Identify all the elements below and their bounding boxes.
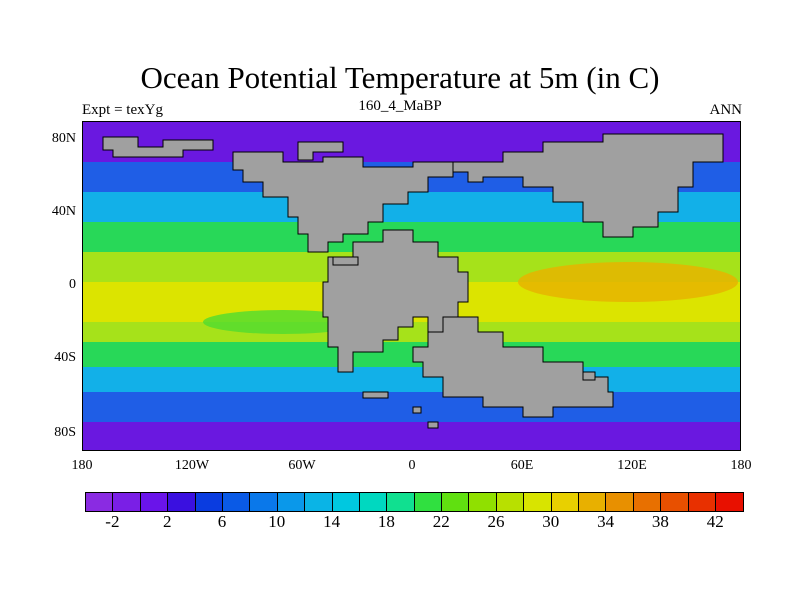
colorbar-swatch	[277, 493, 306, 511]
colorbar-swatch	[524, 493, 552, 511]
colorbar-swatch	[579, 493, 607, 511]
colorbar-label: 42	[706, 512, 724, 531]
colorbar-swatch	[332, 493, 360, 511]
lat-label-40s: 40S	[54, 350, 76, 365]
colorbar-swatch	[195, 493, 223, 511]
colorbar-swatch	[86, 493, 114, 511]
lat-label-40n: 40N	[51, 204, 76, 219]
colorbar-swatch	[715, 493, 744, 511]
gondwana-east	[412, 316, 614, 418]
island-2	[412, 406, 422, 414]
colorbar-swatch	[661, 493, 689, 511]
colorbar	[85, 492, 745, 512]
colorbar-swatch	[250, 493, 278, 511]
island-5	[332, 256, 359, 266]
colorbar-swatch	[305, 493, 333, 511]
lon-label-0: 0	[408, 458, 416, 473]
lat-label-0: 0	[69, 277, 76, 292]
arctic-land-1	[102, 136, 214, 158]
lat-label-80s: 80S	[54, 425, 76, 440]
colorbar-label: -2	[105, 512, 120, 531]
band-temperate-south	[83, 342, 740, 367]
lon-label-120w: 120W	[174, 458, 210, 473]
lon-label-180e: 180	[730, 458, 752, 473]
colorbar-swatch	[551, 493, 580, 511]
colorbar-swatch	[469, 493, 497, 511]
season-label: ANN	[709, 102, 743, 118]
lon-label-60e: 60E	[510, 458, 534, 473]
colorbar-swatch	[359, 493, 388, 511]
colorbar-swatch	[688, 493, 716, 511]
colorbar-label: 14	[323, 512, 341, 531]
colorbar-swatch	[222, 493, 251, 511]
island-3	[427, 421, 439, 429]
colorbar-swatch	[633, 493, 662, 511]
period-label: 160_4_MaBP	[358, 98, 442, 114]
colorbar-label: 22	[432, 512, 450, 531]
colorbar-swatch	[113, 493, 141, 511]
temperature-map	[82, 121, 741, 451]
band-polar-south	[83, 422, 740, 450]
colorbar-swatch	[496, 493, 525, 511]
colorbar-swatch	[606, 493, 634, 511]
lat-label-80n: 80N	[51, 131, 76, 146]
island-4	[582, 371, 596, 381]
colorbar-swatch	[140, 493, 169, 511]
band-subpolar-south	[83, 392, 740, 422]
lon-label-120e: 120E	[617, 458, 647, 473]
colorbar-swatch	[414, 493, 443, 511]
map-title: Ocean Potential Temperature at 5m (in C)	[140, 60, 660, 95]
colorbar-label: 18	[377, 512, 395, 531]
colorbar-swatch	[168, 493, 196, 511]
arctic-land-2	[297, 141, 344, 161]
colorbar-label: 38	[651, 512, 669, 531]
colorbar-label: 2	[162, 512, 172, 531]
colorbar-label: 34	[597, 512, 615, 531]
band-midlat-south	[83, 367, 740, 392]
colorbar-swatch	[442, 493, 470, 511]
island-1	[362, 391, 389, 399]
colorbar-label: 30	[542, 512, 560, 531]
lon-label-180w: 180	[71, 458, 93, 473]
experiment-label: Expt = texYg	[82, 102, 163, 118]
colorbar-label: 10	[268, 512, 286, 531]
colorbar-label: 26	[487, 512, 505, 531]
eurasia	[452, 133, 724, 238]
laurasia-west	[232, 151, 454, 253]
colorbar-label: 6	[217, 512, 227, 531]
colorbar-swatch	[387, 493, 415, 511]
warm-pool	[518, 262, 738, 302]
lon-label-60w: 60W	[288, 458, 316, 473]
map-canvas	[83, 122, 740, 450]
